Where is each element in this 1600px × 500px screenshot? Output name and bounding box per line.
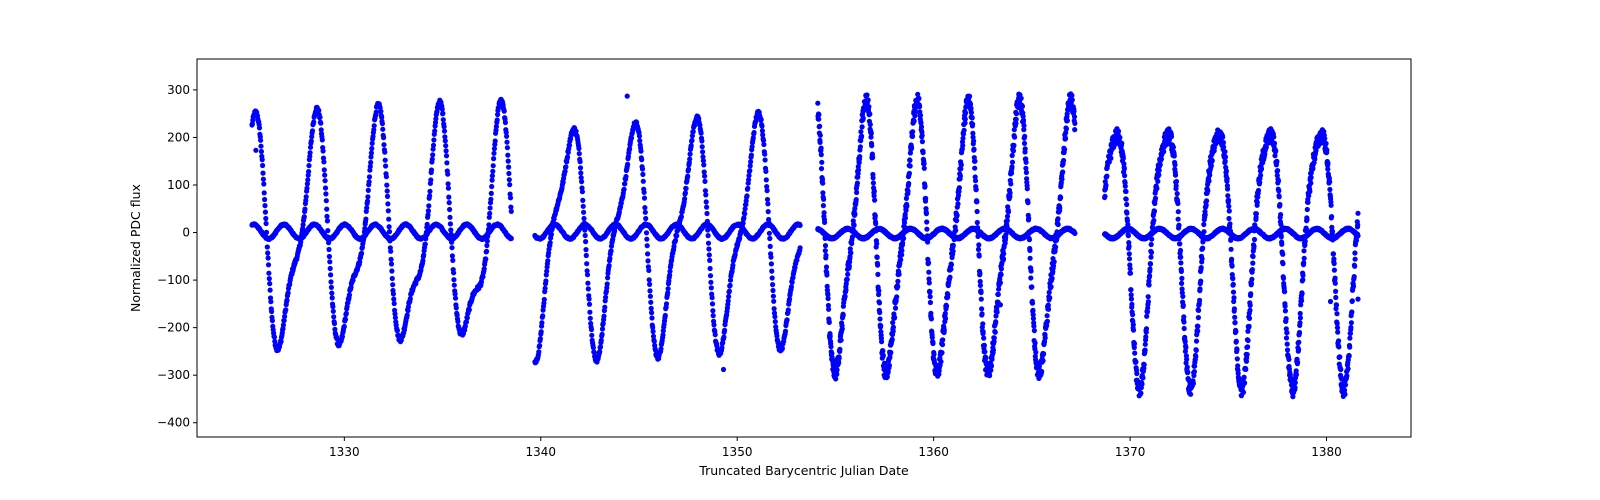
data-points bbox=[249, 91, 1361, 400]
x-axis-label: Truncated Barycentric Julian Date bbox=[698, 463, 909, 478]
x-tick-label: 1340 bbox=[525, 445, 556, 459]
axes-frame bbox=[196, 58, 1412, 438]
x-tick-label: 1380 bbox=[1311, 445, 1342, 459]
y-axis-ticks: 300 200 100 0 −100 −200 −300 −400 bbox=[157, 83, 197, 430]
y-tick-label: −400 bbox=[157, 416, 190, 430]
y-tick-label: −300 bbox=[157, 368, 190, 382]
y-tick-label: 0 bbox=[182, 226, 190, 240]
x-tick-label: 1360 bbox=[918, 445, 949, 459]
y-tick-label: −100 bbox=[157, 273, 190, 287]
y-tick-label: −200 bbox=[157, 321, 190, 335]
x-tick-label: 1370 bbox=[1115, 445, 1146, 459]
y-tick-label: 300 bbox=[167, 83, 190, 97]
x-tick-label: 1330 bbox=[329, 445, 360, 459]
x-axis-ticks: 1330 1340 1350 1360 1370 1380 bbox=[329, 437, 1342, 459]
x-tick-label: 1350 bbox=[722, 445, 753, 459]
y-tick-label: 100 bbox=[167, 178, 190, 192]
y-axis-label: Normalized PDC flux bbox=[128, 184, 143, 312]
y-tick-label: 200 bbox=[167, 130, 190, 144]
